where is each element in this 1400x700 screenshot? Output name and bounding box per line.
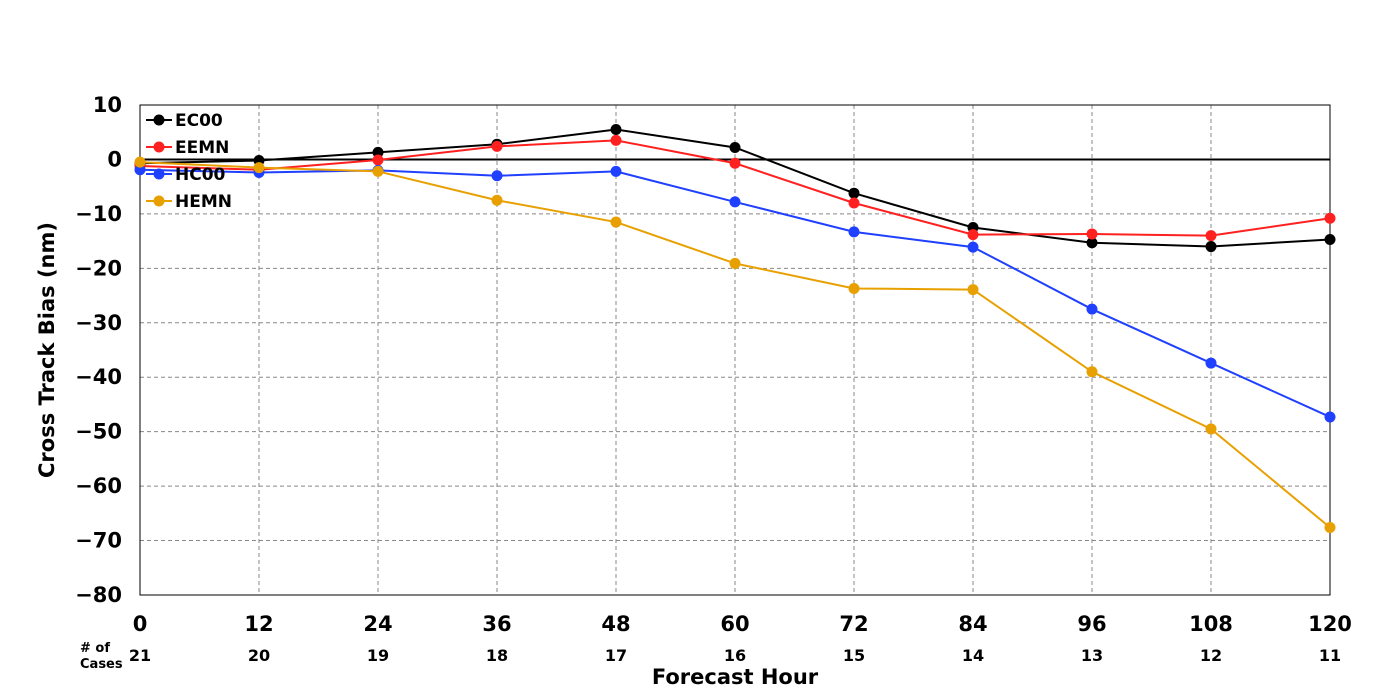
legend-marker-eemn [153, 141, 165, 153]
y-tick-label: 0 [107, 147, 122, 171]
y-tick-label: −10 [75, 202, 122, 226]
y-tick-label: −40 [75, 365, 122, 389]
case-count-label: 14 [962, 646, 984, 665]
x-tick-label: 72 [839, 612, 868, 636]
data-point-ec00 [1205, 241, 1217, 253]
data-point-hemn [134, 156, 146, 168]
plot-frame [139, 104, 1331, 596]
data-point-hc00 [848, 226, 860, 238]
y-tick-label: −80 [75, 583, 122, 607]
case-count-label: 18 [486, 646, 508, 665]
data-point-ec00 [1324, 233, 1336, 245]
case-count-label: 17 [605, 646, 627, 665]
x-tick-label: 48 [601, 612, 630, 636]
data-point-hemn [253, 162, 265, 174]
case-count-label: 21 [129, 646, 151, 665]
data-point-hc00 [134, 164, 146, 176]
grid-lines [139, 104, 1331, 596]
data-point-eemn [1086, 228, 1098, 240]
data-point-ec00 [848, 187, 860, 199]
series-lines [134, 124, 1336, 533]
data-point-hc00 [1086, 303, 1098, 315]
data-point-eemn [372, 154, 384, 166]
data-point-eemn [729, 157, 741, 169]
case-count-label: 15 [843, 646, 865, 665]
x-tick-label: 108 [1189, 612, 1233, 636]
data-point-hc00 [1205, 357, 1217, 369]
data-point-eemn [1205, 230, 1217, 242]
data-point-hemn [1086, 366, 1098, 378]
legend-marker-ec00 [153, 114, 165, 126]
legend-label-ec00: EC00 [175, 111, 223, 131]
data-point-hc00 [1324, 411, 1336, 423]
y-tick-label: −60 [75, 474, 122, 498]
x-tick-labels: 0 12 24 36 48 60 72 84 96 108 120 [133, 612, 1352, 636]
data-point-hemn [610, 216, 622, 228]
x-tick-label: 0 [133, 612, 148, 636]
y-tick-label: −70 [75, 529, 122, 553]
data-point-ec00 [372, 146, 384, 158]
data-point-ec00 [729, 141, 741, 153]
case-count-label: 13 [1081, 646, 1103, 665]
data-point-hemn [1205, 423, 1217, 435]
x-tick-label: 36 [482, 612, 511, 636]
data-point-eemn [848, 197, 860, 209]
data-point-hemn [372, 165, 384, 177]
data-point-eemn [610, 134, 622, 146]
x-tick-label: 60 [720, 612, 749, 636]
data-point-eemn [967, 229, 979, 241]
data-point-eemn [491, 140, 503, 152]
x-tick-label: 12 [244, 612, 273, 636]
y-tick-label: −20 [75, 256, 122, 280]
x-axis-label: Forecast Hour [652, 665, 819, 689]
data-point-hc00 [491, 170, 503, 182]
cases-label-line1: # of [80, 641, 110, 656]
case-count-label: 19 [367, 646, 389, 665]
y-tick-label: −50 [75, 420, 122, 444]
case-count-label: 16 [724, 646, 746, 665]
x-tick-label: 84 [958, 612, 987, 636]
legend-label-eemn: EEMN [175, 138, 229, 158]
legend: EC00 EEMN HC00 HEMN [146, 111, 232, 212]
case-count-labels: 21 20 19 18 17 16 15 14 13 12 11 [129, 646, 1341, 665]
x-tick-label: 24 [363, 612, 392, 636]
data-point-hc00 [967, 241, 979, 253]
data-point-hemn [729, 257, 741, 269]
y-tick-label: 10 [93, 93, 122, 117]
data-point-hemn [1324, 521, 1336, 533]
data-point-hc00 [729, 196, 741, 208]
x-tick-label: 120 [1308, 612, 1352, 636]
y-axis-label: Cross Track Bias (nm) [35, 222, 59, 478]
case-count-label: 11 [1319, 646, 1341, 665]
data-point-hemn [848, 282, 860, 294]
legend-marker-hc00 [153, 168, 165, 180]
case-count-label: 12 [1200, 646, 1222, 665]
legend-label-hc00: HC00 [175, 165, 226, 185]
data-point-hemn [967, 284, 979, 296]
case-count-label: 20 [248, 646, 270, 665]
y-tick-label: −30 [75, 311, 122, 335]
data-point-ec00 [1086, 237, 1098, 249]
data-point-eemn [1324, 212, 1336, 224]
data-point-hc00 [610, 165, 622, 177]
cases-label-line2: Cases [80, 657, 123, 672]
data-point-hemn [491, 194, 503, 206]
x-tick-label: 96 [1077, 612, 1106, 636]
y-tick-labels: 10 0 −10 −20 −30 −40 −50 −60 −70 −80 [75, 93, 122, 607]
legend-marker-hemn [153, 195, 165, 207]
data-point-ec00 [610, 124, 622, 135]
legend-label-hemn: HEMN [175, 192, 232, 212]
